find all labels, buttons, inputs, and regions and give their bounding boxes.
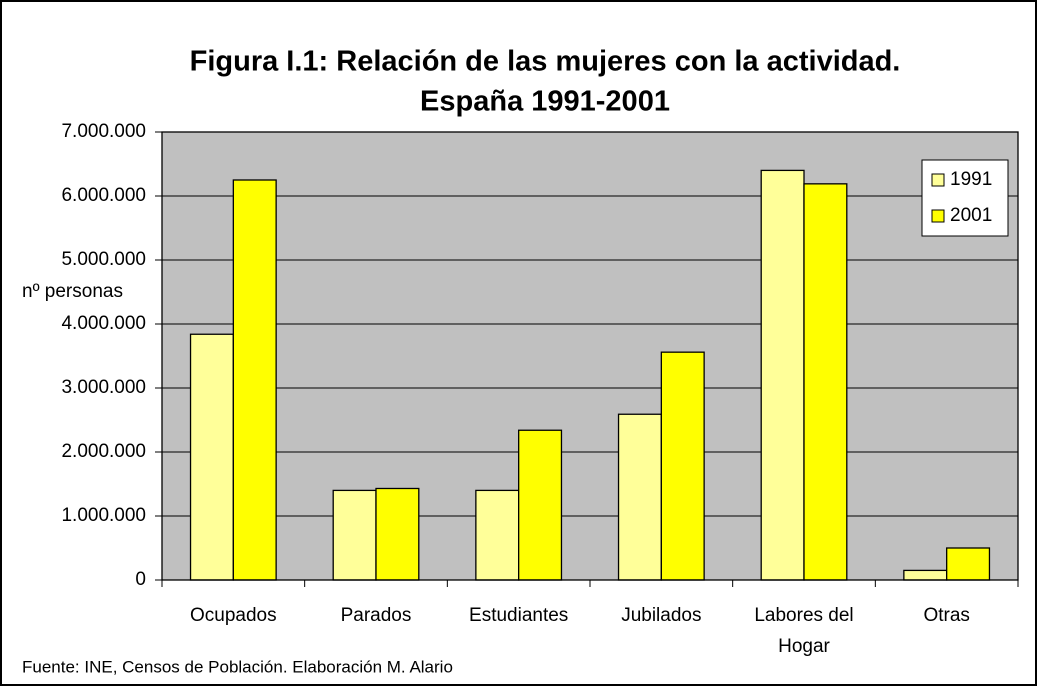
bar [475,489,520,581]
bar [660,351,705,581]
bar [232,179,277,581]
bar [803,183,848,581]
legend-label: 2001 [950,205,992,226]
bar [760,169,805,581]
x-tick-label: Parados [341,605,412,626]
bar [189,333,234,581]
x-tick-label: Otras [923,605,969,626]
legend-swatch [931,173,945,187]
bar [332,489,377,581]
legend-box [921,159,1009,237]
x-tick-label: Jubilados [621,605,701,626]
bar [903,569,948,581]
x-tick-label: Labores del Hogar [754,605,853,657]
y-tick-label: 4.000.000 [61,313,146,334]
x-tick-label-line: Hogar [778,636,830,657]
legend-label: 1991 [950,169,992,190]
y-tick-label: 6.000.000 [61,185,146,206]
y-tick-label: 2.000.000 [61,441,146,462]
plot-area [162,132,1018,580]
bar [375,487,420,581]
bar [518,429,563,581]
x-tick-label: Estudiantes [469,605,568,626]
plot-border [161,131,1019,581]
y-tick-label: 7.000.000 [61,121,146,142]
bar [617,413,662,581]
y-tick-label: 1.000.000 [61,505,146,526]
y-axis-label: nº personas [22,281,123,302]
x-tick-label-line: Labores del [754,605,853,626]
y-tick-label: 5.000.000 [61,249,146,270]
y-tick-label: 0 [135,569,146,590]
x-tick-label: Ocupados [190,605,277,626]
legend-swatch [931,209,945,223]
chart-title: Figura I.1: Relación de las mujeres con … [190,46,901,78]
source-note: Fuente: INE, Censos de Población. Elabor… [22,657,453,676]
bar [946,547,991,581]
y-tick-label: 3.000.000 [61,377,146,398]
chart-title: España 1991-2001 [420,86,670,118]
